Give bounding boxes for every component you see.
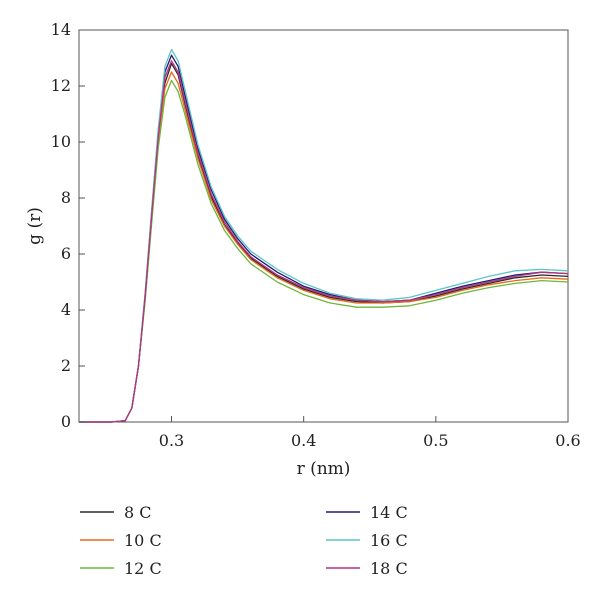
legend-label-4: 14 C [370,503,408,522]
plot-frame [78,29,569,423]
y-tick-label: 2 [61,356,71,375]
x-tick-label: 0.3 [159,431,184,450]
y-tick-label: 8 [61,188,71,207]
series-line-4 [79,54,569,423]
axis-ticks: 0.3 0.4 0.5 0.6 0 2 4 6 8 10 12 14 [51,20,581,450]
x-tick-label: 0.5 [423,431,448,450]
legend-label-2: 10 C [124,531,162,550]
series-line-3 [79,79,569,423]
y-tick-label: 6 [61,244,71,263]
y-tick-label: 14 [51,20,71,39]
legend-label-5: 16 C [370,531,408,550]
y-tick-label: 10 [51,132,71,151]
legend-label-6: 18 C [370,559,408,578]
series-line-6 [79,60,569,423]
series-line-1 [79,62,569,423]
legend-label-1: 8 C [124,503,152,522]
y-tick-label: 4 [61,300,71,319]
y-axis-label: g (r) [25,207,45,245]
x-tick-label: 0.6 [555,431,580,450]
x-tick-label: 0.4 [291,431,316,450]
series-line-2 [79,71,569,423]
series-layer [79,48,569,423]
legend-label-3: 12 C [124,559,162,578]
legend: 8 C 10 C 12 C 14 C 16 C 18 C [80,503,408,578]
x-axis-label: r (nm) [297,459,351,479]
y-tick-label: 0 [61,412,71,431]
series-line-5 [79,48,569,423]
y-tick-label: 12 [51,76,71,95]
